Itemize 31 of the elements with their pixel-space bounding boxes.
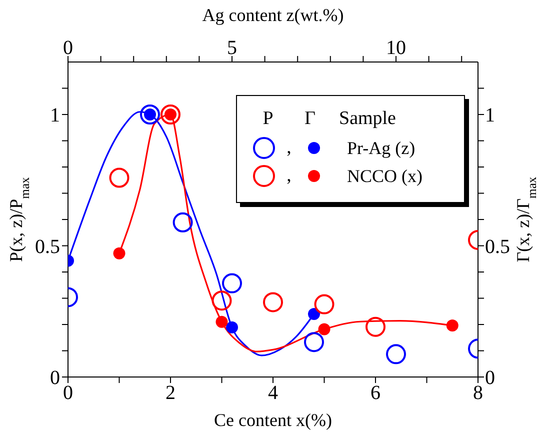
point bbox=[314, 294, 334, 314]
point bbox=[212, 290, 232, 311]
annotation: Γ bbox=[304, 108, 316, 129]
annotation: , bbox=[286, 137, 292, 159]
point bbox=[263, 292, 283, 312]
y2-tick-label: 1 bbox=[485, 104, 495, 127]
annotation: , bbox=[286, 165, 292, 187]
y-tick-label: 0 bbox=[50, 367, 60, 390]
point bbox=[446, 320, 458, 332]
x-tick-label: 6 bbox=[370, 382, 380, 404]
point bbox=[160, 104, 180, 124]
x2-tick-label: 5 bbox=[227, 37, 237, 59]
x2-axis-title: Ag content z(wt.%) bbox=[202, 4, 344, 25]
legend-label: NCCO (x) bbox=[347, 166, 422, 186]
y-tick-label: 0.5 bbox=[35, 236, 60, 258]
point bbox=[366, 316, 386, 337]
point bbox=[109, 168, 130, 188]
x-tick-label: 8 bbox=[473, 382, 483, 404]
x2-tick-label: 10 bbox=[386, 37, 406, 59]
point bbox=[216, 316, 228, 328]
y2-tick-label: 0 bbox=[485, 367, 495, 390]
x-tick-label: 2 bbox=[166, 382, 176, 404]
point bbox=[113, 247, 126, 260]
legend-title: Sample bbox=[339, 108, 396, 129]
point bbox=[318, 323, 330, 336]
x-tick-label: 4 bbox=[268, 382, 278, 404]
y-tick-label: 1 bbox=[50, 104, 60, 127]
legend-label: Pr-Ag (z) bbox=[347, 138, 416, 158]
y2-tick-label: 0.5 bbox=[485, 236, 510, 258]
annotation: P bbox=[262, 108, 274, 129]
x-axis-title: Ce content x(%) bbox=[214, 410, 332, 430]
